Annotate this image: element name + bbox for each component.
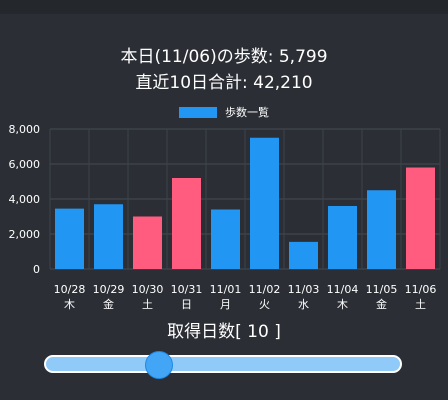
x-tick-label-date: 11/02	[249, 283, 281, 296]
bar-11-02	[250, 137, 279, 269]
x-tick-label-weekday: 月	[220, 298, 231, 311]
y-tick-label: 8,000	[9, 123, 41, 136]
top-bar	[0, 0, 448, 14]
x-tick-label-weekday: 木	[64, 298, 75, 311]
x-tick-label-weekday: 金	[376, 297, 387, 311]
x-tick-label-date: 10/29	[93, 283, 125, 296]
fetch-days-slider-thumb[interactable]	[144, 351, 173, 379]
x-tick-label-date: 11/06	[405, 283, 437, 296]
x-tick-label-date: 11/05	[366, 283, 398, 296]
x-tick-label-weekday: 金	[103, 297, 114, 311]
x-tick-label-date: 10/30	[132, 283, 164, 296]
chart-legend: 歩数一覧	[0, 104, 448, 120]
y-tick-label: 2,000	[9, 228, 41, 241]
bar-11-04	[328, 206, 357, 269]
bar-10-29	[94, 204, 123, 269]
today-steps-text: 本日(11/06)の歩数: 5,799	[120, 47, 328, 67]
bar-10-30	[133, 216, 162, 269]
x-tick-label-date: 10/31	[171, 283, 203, 296]
x-tick-label-weekday: 日	[181, 298, 192, 311]
x-tick-label-date: 11/01	[210, 283, 242, 296]
bar-11-01	[211, 209, 240, 269]
y-tick-label: 4,000	[9, 193, 41, 206]
fetch-days-label: 取得日数[ 10 ]	[167, 322, 281, 342]
x-tick-label-weekday: 木	[337, 298, 348, 311]
bar-11-03	[289, 241, 318, 269]
y-tick-label: 6,000	[9, 158, 41, 171]
fetch-days-slider-track[interactable]	[44, 355, 402, 373]
bar-11-05	[367, 190, 396, 269]
legend-label: 歩数一覧	[225, 106, 269, 119]
x-tick-label-date: 11/04	[327, 283, 359, 296]
legend-swatch	[179, 106, 217, 118]
x-tick-label-weekday: 火	[259, 298, 270, 311]
x-tick-label-weekday: 水	[298, 298, 309, 311]
x-tick-label-date: 10/28	[54, 283, 86, 296]
bar-10-31	[172, 178, 201, 269]
x-tick-label-date: 11/03	[288, 283, 320, 296]
y-tick-label: 0	[33, 263, 40, 276]
total-steps-text: 直近10日合計: 42,210	[135, 73, 313, 93]
x-tick-label-weekday: 土	[142, 298, 153, 311]
bar-11-06	[406, 167, 435, 269]
steps-bar-chart: 02,0004,0006,0008,00010/28木10/29金10/30土1…	[9, 123, 441, 311]
x-tick-label-weekday: 土	[415, 298, 426, 311]
steps-summary: 本日(11/06)の歩数: 5,799 直近10日合計: 42,210	[0, 44, 448, 96]
bar-10-28	[55, 208, 84, 269]
